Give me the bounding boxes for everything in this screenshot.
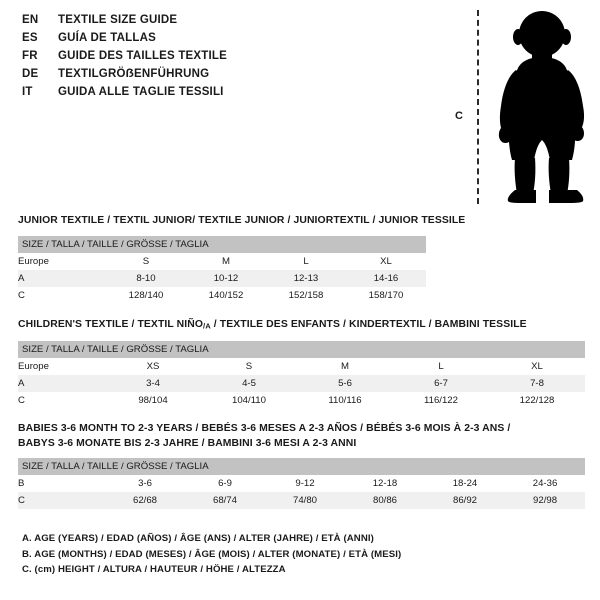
language-title-es: GUÍA DE TALLAS [58,32,156,44]
language-row: EN TEXTILE SIZE GUIDE [22,14,422,32]
children-title-subscript: /A [203,321,211,331]
junior-age-xl: 14-16 [346,269,426,287]
height-measurement-figure: C [440,4,600,209]
language-title-en: TEXTILE SIZE GUIDE [58,14,178,26]
language-row: IT GUIDA ALLE TAGLIE TESSILI [22,86,422,104]
children-age-xs: 3-4 [105,375,201,393]
table-row: A 8-10 10-12 12-13 14-16 [18,269,426,287]
language-code-en: EN [22,14,39,26]
language-code-it: IT [22,86,33,98]
language-row: FR GUIDE DES TAILLES TEXTILE [22,50,422,68]
children-age-l: 6-7 [393,375,489,393]
language-title-it: GUIDA ALLE TAGLIE TESSILI [58,86,224,98]
junior-age-s: 8-10 [106,269,186,287]
children-row-label-a: A [18,375,105,393]
child-silhouette-icon [488,10,596,209]
babies-months-1: 3-6 [138,478,152,489]
junior-size-s: S [142,255,150,267]
babies-title-line-1: BABIES 3-6 MONTH TO 2-3 YEARS / BEBÉS 3-… [18,423,511,434]
children-height-l: 116/122 [424,395,458,407]
junior-size-l: L [303,255,309,267]
legend-line-b: B. AGE (MONTHS) / EDAD (MESES) / ÂGE (MO… [22,548,402,560]
children-table-header-bar: SIZE / TALLA / TAILLE / GRÖSSE / TAGLIA [18,341,586,359]
babies-height-1: 62/68 [105,492,185,509]
height-dashed-line [477,10,479,204]
children-height-xs: 98/104 [138,395,168,407]
babies-months-3: 9-12 [295,478,315,489]
children-age-m: 5-6 [297,375,393,393]
babies-height-6: 92/98 [505,492,586,509]
babies-row-label-c: C [18,492,105,509]
babies-months-6: 24-36 [532,478,558,489]
children-age-s: 4-5 [201,375,297,393]
children-size-table: SIZE / TALLA / TAILLE / GRÖSSE / TAGLIA … [18,341,586,409]
babies-textile-section: BABIES 3-6 MONTH TO 2-3 YEARS / BEBÉS 3-… [18,422,586,509]
junior-height-xl: 158/170 [368,289,404,301]
babies-bar-label: SIZE / TALLA / TAILLE / GRÖSSE / TAGLIA [18,458,586,475]
children-textile-section: CHILDREN'S TEXTILE / TEXTIL NIÑO/A / TEX… [18,318,586,409]
babies-height-2: 68/74 [185,492,265,509]
junior-size-xl: XL [380,255,392,267]
children-size-xs: XS [146,361,160,373]
language-code-es: ES [22,32,38,44]
junior-row-label-a: A [18,269,106,287]
babies-height-3: 74/80 [265,492,345,509]
language-row: DE TEXTILGRÖẞENFÜHRUNG [22,68,422,86]
children-age-xl: 7-8 [489,375,586,393]
babies-size-table: SIZE / TALLA / TAILLE / GRÖSSE / TAGLIA … [18,458,586,509]
table-row: B 3-6 6-9 9-12 12-18 18-24 24-36 [18,475,585,492]
table-row: C 98/104 104/110 110/116 116/122 122/128 [18,392,585,409]
junior-section-title: JUNIOR TEXTILE / TEXTIL JUNIOR/ TEXTILE … [18,215,466,226]
children-size-m: M [341,361,349,373]
table-row: C 62/68 68/74 74/80 80/86 86/92 92/98 [18,492,586,509]
height-measure-label: C [455,110,463,122]
children-size-s: S [245,361,253,373]
junior-bar-label: SIZE / TALLA / TAILLE / GRÖSSE / TAGLIA [18,235,426,253]
table-row: A 3-4 4-5 5-6 6-7 7-8 [18,375,586,393]
junior-size-m: M [222,255,230,267]
babies-height-4: 80/86 [345,492,425,509]
children-title-pre: CHILDREN'S TEXTILE / TEXTIL NIÑO [18,319,204,330]
language-code-fr: FR [22,50,38,62]
children-size-xl: XL [531,361,543,373]
junior-age-m: 10-12 [186,269,266,287]
language-code-de: DE [22,68,39,80]
children-row-label-c: C [18,395,25,407]
measurement-legend: A. AGE (YEARS) / EDAD (AÑOS) / ÂGE (ANS)… [22,531,401,578]
children-title-post: / TEXTILE DES ENFANTS / KINDERTEXTIL / B… [210,319,527,330]
table-row: C 128/140 140/152 152/158 158/170 [18,287,426,304]
children-section-title: CHILDREN'S TEXTILE / TEXTIL NIÑO/A / TEX… [18,318,585,334]
language-title-de: TEXTILGRÖẞENFÜHRUNG [58,68,210,80]
babies-title-line-2: BABYS 3-6 MONATE BIS 2-3 JAHRE / BAMBINI… [18,437,357,449]
babies-section-title: BABIES 3-6 MONTH TO 2-3 YEARS / BEBÉS 3-… [18,422,585,451]
language-row: ES GUÍA DE TALLAS [22,32,422,50]
junior-row-label-c: C [18,289,25,301]
legend-line-c: C. (cm) HEIGHT / ALTURA / HAUTEUR / HÖHE… [22,564,286,575]
junior-textile-section: JUNIOR TEXTILE / TEXTIL JUNIOR/ TEXTILE … [18,214,465,304]
legend-line-a: A. AGE (YEARS) / EDAD (AÑOS) / ÂGE (ANS)… [22,533,374,544]
babies-height-5: 86/92 [425,492,505,509]
junior-table-header-bar: SIZE / TALLA / TAILLE / GRÖSSE / TAGLIA [18,235,426,253]
babies-months-2: 6-9 [218,478,232,489]
children-height-m: 110/116 [328,395,362,407]
children-height-xl: 122/128 [519,395,555,407]
language-title-fr: GUIDE DES TAILLES TEXTILE [58,50,227,62]
junior-row-label-europe: Europe [18,255,49,267]
table-row: Europe S M L XL [18,253,426,270]
junior-size-table: SIZE / TALLA / TAILLE / GRÖSSE / TAGLIA … [18,235,426,304]
babies-months-5: 18-24 [452,478,478,489]
children-size-l: L [438,361,444,373]
children-height-s: 104/110 [232,395,266,407]
babies-months-4: 12-18 [372,478,398,489]
junior-height-m: 140/152 [208,289,244,301]
babies-table-header-bar: SIZE / TALLA / TAILLE / GRÖSSE / TAGLIA [18,458,586,475]
table-row: Europe XS S M L XL [18,358,585,375]
children-row-label-europe: Europe [18,361,49,373]
children-bar-label: SIZE / TALLA / TAILLE / GRÖSSE / TAGLIA [18,341,586,359]
babies-row-label-b: B [18,478,25,489]
language-title-block: EN TEXTILE SIZE GUIDE ES GUÍA DE TALLAS … [22,14,422,104]
junior-age-l: 12-13 [266,269,346,287]
junior-height-l: 152/158 [288,289,324,301]
junior-height-s: 128/140 [128,289,164,301]
